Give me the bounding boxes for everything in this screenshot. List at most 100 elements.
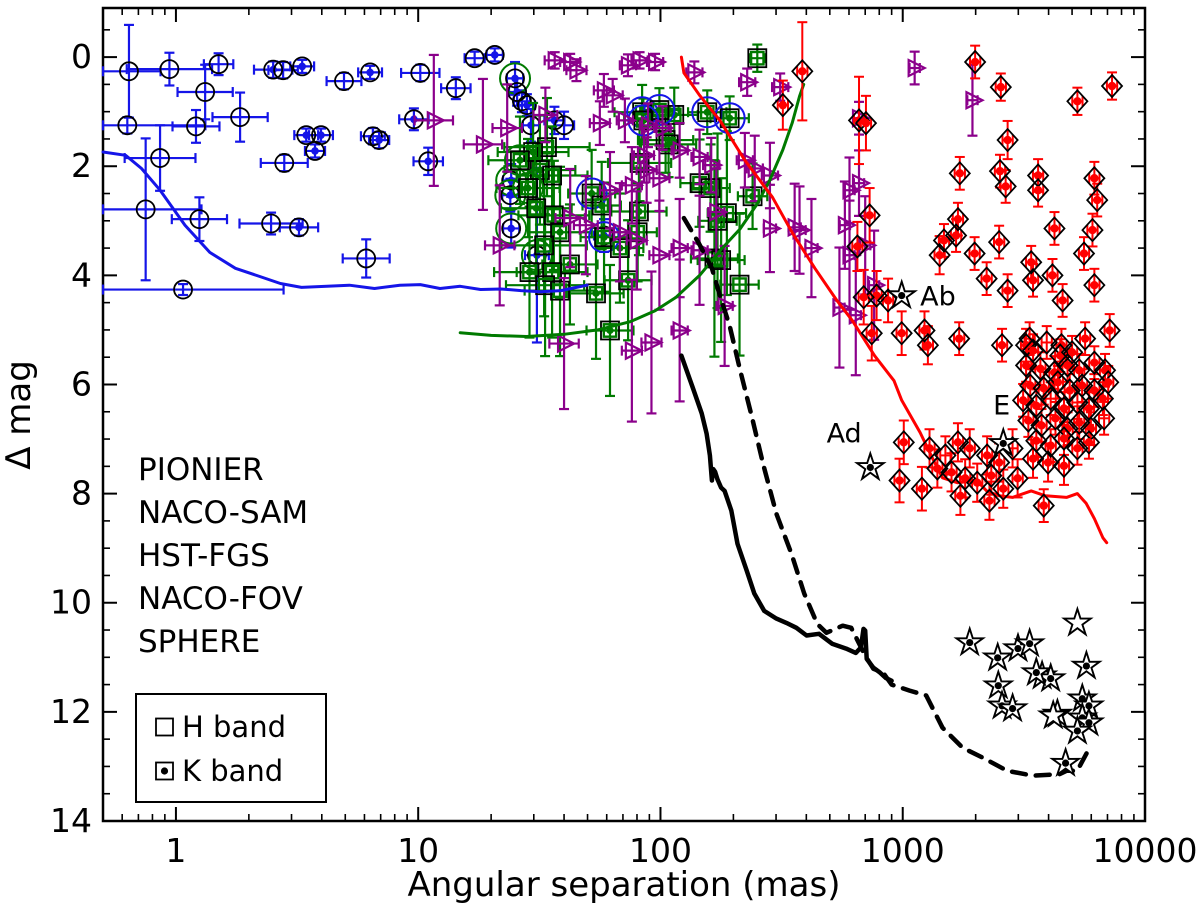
nacofov-diamond-marker xyxy=(1021,446,1045,472)
nacofov-diamond-marker xyxy=(1060,339,1084,365)
nacofov-diamond-marker xyxy=(992,476,1015,502)
pionier-circle-marker xyxy=(119,61,139,82)
y-axis-label: Δ mag xyxy=(0,360,39,470)
hstfgs-triangle-marker xyxy=(578,215,599,235)
pionier-circle-marker xyxy=(360,62,380,83)
nacofov-diamond-marker xyxy=(990,332,1014,358)
nacofov-diamond-marker xyxy=(1073,326,1097,351)
nacosam-square-marker xyxy=(543,205,564,226)
nacofov-diamond-marker xyxy=(1041,263,1064,288)
band-legend: H band K band xyxy=(135,693,327,803)
hstfgs-triangle-marker xyxy=(602,180,623,201)
nacofov-diamond-marker xyxy=(1100,73,1124,99)
nacofov-diamond-marker xyxy=(946,206,970,232)
nacofov-diamond-marker xyxy=(994,174,1017,199)
hstfgs-triangle-marker xyxy=(617,110,638,131)
svg-text:10000: 10000 xyxy=(1093,831,1198,870)
hstfgs-triangle-marker xyxy=(672,238,693,258)
hstfgs-triangle-marker xyxy=(605,85,626,106)
hstfgs-triangle-marker xyxy=(652,245,672,265)
pionier-circle-marker xyxy=(173,279,193,300)
hstfgs-triangle-marker xyxy=(426,110,447,131)
hstfgs-triangle-marker xyxy=(792,220,812,240)
pionier-circle-marker xyxy=(189,209,210,230)
nacofov-diamond-marker xyxy=(946,429,970,455)
hstfgs-triangle-marker xyxy=(832,297,852,318)
nacofov-diamond-marker xyxy=(858,203,881,228)
nacofov-diamond-marker xyxy=(963,49,987,75)
pionier-circle-marker xyxy=(273,60,294,81)
nacofov-diamond-marker xyxy=(913,318,936,343)
hstfgs-triangle-marker xyxy=(500,118,520,138)
hstfgs-triangle-marker xyxy=(762,218,783,239)
hstfgs-triangle-marker xyxy=(592,113,613,133)
hstfgs-triangle-marker xyxy=(563,52,583,72)
series-hst-fgs xyxy=(413,50,985,423)
nacosam-square-marker xyxy=(747,48,768,69)
hstfgs-triangle-marker xyxy=(639,160,660,180)
nacofov-diamond-marker xyxy=(963,241,986,266)
svg-text:2: 2 xyxy=(71,146,92,185)
hstfgs-triangle-marker xyxy=(624,175,645,196)
nacofov-diamond-marker xyxy=(1039,386,1062,412)
nacofov-diamond-marker xyxy=(1072,241,1096,266)
hstfgs-triangle-marker xyxy=(640,115,661,136)
nacosam-square-marker xyxy=(542,165,562,186)
pionier-circle-marker xyxy=(150,148,170,168)
nacosam-square-marker xyxy=(518,178,538,198)
svg-text:1000: 1000 xyxy=(861,831,945,870)
pionier-circle-marker xyxy=(296,125,317,146)
pionier-circle-marker xyxy=(445,78,466,99)
pionier-circle-marker xyxy=(159,59,180,80)
nacofov-diamond-marker xyxy=(996,278,1019,303)
hstfgs-triangle-marker xyxy=(672,140,693,161)
hstfgs-triangle-marker xyxy=(965,90,985,110)
nacofov-diamond-marker xyxy=(847,108,871,133)
nacofov-diamond-marker xyxy=(1092,405,1116,431)
pionier-circle-marker xyxy=(369,130,390,150)
nacofov-diamond-marker xyxy=(1051,288,1074,313)
nacofov-diamond-marker xyxy=(890,320,913,346)
k-band-marker-icon xyxy=(155,761,174,781)
curve-pionier-limit xyxy=(101,150,589,294)
detection-limit-curves xyxy=(101,55,1109,778)
nacofov-diamond-marker xyxy=(949,483,972,509)
nacofov-diamond-marker xyxy=(978,488,1001,514)
hstfgs-triangle-marker xyxy=(647,52,668,72)
hstfgs-triangle-marker xyxy=(612,222,633,243)
nacofov-diamond-marker xyxy=(932,228,956,253)
nacofov-diamond-marker xyxy=(1052,426,1076,451)
nacofov-diamond-marker xyxy=(1046,369,1070,395)
series-naco-fov xyxy=(771,21,1124,523)
nacosam-square-marker xyxy=(550,222,570,243)
nacofov-diamond-marker xyxy=(1026,177,1050,203)
nacofov-diamond-marker xyxy=(1098,318,1121,343)
nacosam-square-marker xyxy=(534,235,555,256)
instrument-legend: PIONIER NACO-SAM HST-FGS NACO-FOV SPHERE xyxy=(138,452,308,660)
pionier-circle-marker xyxy=(356,248,377,269)
nacofov-diamond-marker xyxy=(1066,88,1089,114)
pionier-circle-marker xyxy=(208,54,229,75)
svg-text:100: 100 xyxy=(629,831,692,870)
nacosam-square-marker xyxy=(729,274,750,295)
nacofov-diamond-marker xyxy=(791,58,814,84)
svg-text:0: 0 xyxy=(71,37,92,76)
pionier-circle-marker xyxy=(464,48,485,69)
nacofov-diamond-marker xyxy=(892,429,915,455)
nacofov-diamond-marker xyxy=(1066,435,1089,461)
pionier-circle-marker xyxy=(289,217,309,238)
nacofov-diamond-marker xyxy=(975,266,998,291)
hstfgs-triangle-marker xyxy=(687,62,707,83)
hstfgs-triangle-marker xyxy=(547,50,568,71)
nacofov-diamond-marker xyxy=(771,92,795,118)
nacofov-diamond-marker xyxy=(987,229,1011,255)
svg-text:14: 14 xyxy=(50,801,92,840)
pionier-circle-marker xyxy=(501,218,522,239)
nacosam-square-marker xyxy=(519,262,540,282)
nacofov-diamond-marker xyxy=(1056,353,1079,378)
nacofov-diamond-marker xyxy=(1035,330,1058,355)
legend-item-pionier: PIONIER xyxy=(138,452,264,488)
nacofov-diamond-marker xyxy=(910,476,934,502)
pionier-circle-marker xyxy=(274,153,295,173)
hstfgs-triangle-marker xyxy=(492,235,513,256)
